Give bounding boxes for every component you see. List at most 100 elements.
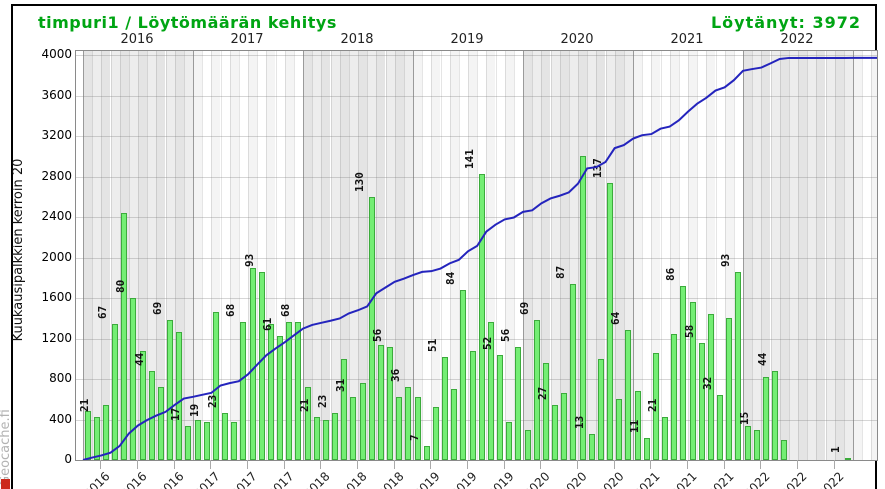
month-band xyxy=(147,51,157,460)
month-band xyxy=(165,51,175,460)
x-axis-tick-mark xyxy=(393,460,395,469)
monthly-finds-bar xyxy=(772,370,778,460)
monthly-finds-bar xyxy=(460,289,467,460)
monthly-finds-bar xyxy=(157,387,164,460)
month-band xyxy=(513,51,523,460)
month-band xyxy=(193,51,203,460)
y-axis-tick: 2400 xyxy=(41,209,72,223)
monthly-finds-bar xyxy=(185,425,192,460)
monthly-finds-bar xyxy=(167,320,173,460)
month-band xyxy=(743,51,753,460)
month-band xyxy=(293,51,303,460)
x-axis-tick-mark xyxy=(577,460,578,469)
month-band xyxy=(348,51,358,460)
month-band xyxy=(504,51,514,460)
month-band xyxy=(202,51,212,460)
monthly-finds-bar xyxy=(322,419,329,460)
monthly-finds-bar xyxy=(377,344,384,460)
monthly-finds-bar xyxy=(405,387,412,460)
month-band xyxy=(678,51,688,460)
month-band xyxy=(486,51,496,460)
horizontal-gridline xyxy=(76,379,877,380)
monthly-finds-bar xyxy=(735,271,742,460)
month-band xyxy=(248,51,258,460)
page-corner-fragment xyxy=(1,479,10,489)
month-band xyxy=(614,51,624,460)
watermark-text: Geocache.fi xyxy=(0,409,13,486)
year-label: 2017 xyxy=(230,32,264,47)
year-label: 2018 xyxy=(340,32,374,47)
monthly-finds-bar xyxy=(845,457,852,460)
monthly-finds-bar xyxy=(222,413,228,460)
month-band xyxy=(92,51,102,460)
horizontal-gridline xyxy=(76,136,877,137)
y-axis-tick: 800 xyxy=(49,371,72,385)
month-band xyxy=(468,51,478,460)
x-axis-tick-mark xyxy=(687,460,688,469)
x-axis-tick-mark xyxy=(613,460,615,469)
month-band xyxy=(413,51,423,460)
monthly-finds-bar xyxy=(313,417,320,460)
cumulative-line xyxy=(82,56,877,460)
month-band xyxy=(853,51,863,460)
monthly-finds-bar xyxy=(414,397,421,460)
x-axis-tick-mark xyxy=(760,460,762,469)
month-band xyxy=(568,51,578,460)
monthly-finds-bar xyxy=(121,212,128,460)
monthly-finds-bar xyxy=(359,383,366,460)
x-axis-tick-mark xyxy=(430,460,432,469)
monthly-finds-bar xyxy=(240,322,247,460)
monthly-finds-bar xyxy=(524,429,531,460)
monthly-finds-bar xyxy=(442,356,448,460)
plot-area: 21 67 80 44 69 17 19 23 68 93 61 68 21 23 31 130 56 36 7 51… xyxy=(75,50,878,461)
monthly-finds-bar xyxy=(148,370,155,460)
x-axis-tick-mark xyxy=(137,460,138,469)
monthly-finds-bar xyxy=(295,322,302,460)
y-axis-tick: 0 xyxy=(64,452,72,466)
monthly-finds-bar xyxy=(671,334,678,460)
month-band xyxy=(587,51,597,460)
monthly-finds-bar xyxy=(203,421,210,460)
monthly-finds-bar xyxy=(469,350,476,460)
month-band xyxy=(394,51,404,460)
month-band xyxy=(798,51,808,460)
x-axis-tick-mark xyxy=(797,460,798,469)
monthly-finds-bar xyxy=(698,342,705,460)
month-band xyxy=(275,51,285,460)
month-band xyxy=(321,51,331,460)
x-axis-tick-mark xyxy=(320,460,322,469)
month-band xyxy=(431,51,441,460)
monthly-finds-bar xyxy=(515,346,522,460)
x-axis-tick-mark xyxy=(357,460,358,469)
monthly-finds-bar xyxy=(689,302,696,460)
month-band xyxy=(449,51,459,460)
monthly-finds-bar xyxy=(717,395,723,460)
month-band xyxy=(788,51,798,460)
horizontal-gridline xyxy=(76,55,877,56)
month-band xyxy=(596,51,606,460)
monthly-finds-bar xyxy=(643,437,650,460)
month-band xyxy=(871,51,877,460)
monthly-finds-bar xyxy=(130,298,137,460)
x-axis-tick-mark xyxy=(210,460,212,469)
month-band xyxy=(733,51,743,460)
monthly-finds-bar xyxy=(726,318,733,460)
month-band xyxy=(376,51,386,460)
month-band xyxy=(843,51,853,460)
monthly-finds-bar xyxy=(707,314,714,460)
monthly-finds-bar xyxy=(112,324,118,460)
monthly-finds-bar xyxy=(478,174,485,460)
horizontal-gridline xyxy=(76,95,877,97)
month-band xyxy=(257,51,267,460)
month-band xyxy=(724,51,734,460)
x-axis-tick-mark xyxy=(723,460,725,469)
horizontal-gridline xyxy=(76,298,877,299)
month-band xyxy=(211,51,221,460)
year-label: 2019 xyxy=(450,32,484,47)
monthly-finds-bar xyxy=(497,354,503,460)
month-band xyxy=(440,51,450,460)
monthly-finds-bar xyxy=(286,322,293,460)
monthly-finds-bar xyxy=(176,332,183,460)
month-band xyxy=(623,51,633,460)
x-axis-tick-mark xyxy=(540,460,542,469)
